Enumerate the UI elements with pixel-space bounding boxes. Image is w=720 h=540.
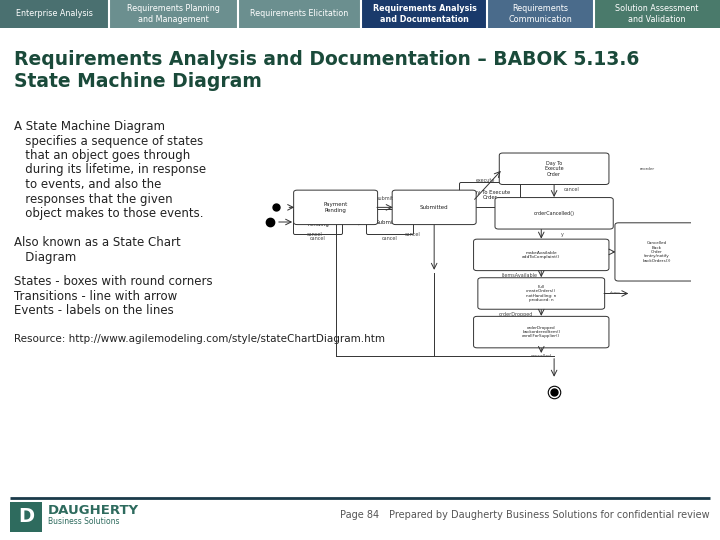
Text: cancel: cancel <box>310 236 326 241</box>
Text: responses that the given: responses that the given <box>14 192 173 206</box>
Text: Submitted: Submitted <box>420 205 449 210</box>
Text: specifies a sequence of states: specifies a sequence of states <box>14 134 203 147</box>
Text: Requirements
Communication: Requirements Communication <box>509 4 572 24</box>
Bar <box>0 0 109 28</box>
Text: Page 84: Page 84 <box>341 510 379 520</box>
Text: Day To Execute
Order: Day To Execute Order <box>470 190 510 200</box>
Text: object makes to those events.: object makes to those events. <box>14 207 204 220</box>
Bar <box>361 0 487 28</box>
Text: DAUGHERTY: DAUGHERTY <box>48 503 139 516</box>
FancyBboxPatch shape <box>366 210 413 234</box>
Text: cancel: cancel <box>306 232 322 237</box>
Text: that an object goes through: that an object goes through <box>14 149 190 162</box>
Text: Day To
Execute
Order: Day To Execute Order <box>544 161 564 177</box>
FancyBboxPatch shape <box>459 183 521 207</box>
Text: A State Machine Diagram: A State Machine Diagram <box>14 120 165 133</box>
Text: cancel: cancel <box>382 236 398 241</box>
Text: submit: submit <box>377 196 393 201</box>
Text: States - boxes with round corners: States - boxes with round corners <box>14 275 212 288</box>
Text: orderDropped
backorderedItem()
enrollForSupplier(): orderDropped backorderedItem() enrollFor… <box>522 326 560 339</box>
Text: itemsAvailable: itemsAvailable <box>502 273 538 278</box>
Bar <box>594 0 720 28</box>
FancyBboxPatch shape <box>294 210 343 234</box>
Text: execute: execute <box>426 196 445 201</box>
Text: cancel: cancel <box>405 232 420 237</box>
Text: cancelled: cancelled <box>531 354 552 358</box>
Text: Enterprise Analysis: Enterprise Analysis <box>17 10 93 18</box>
Text: show: show <box>610 292 621 295</box>
Bar <box>109 0 238 28</box>
FancyBboxPatch shape <box>392 190 476 225</box>
FancyBboxPatch shape <box>294 190 377 225</box>
FancyBboxPatch shape <box>495 198 613 229</box>
Text: Business Solutions: Business Solutions <box>48 517 120 526</box>
FancyBboxPatch shape <box>474 316 609 348</box>
Text: Requirements Planning
and Management: Requirements Planning and Management <box>127 4 220 24</box>
Text: during its lifetime, in response: during its lifetime, in response <box>14 164 206 177</box>
FancyBboxPatch shape <box>499 153 609 185</box>
Text: Events - labels on the lines: Events - labels on the lines <box>14 304 174 317</box>
Text: reorder: reorder <box>640 167 655 171</box>
Text: Diagram: Diagram <box>14 251 76 264</box>
Text: cancel: cancel <box>563 187 579 192</box>
Bar <box>487 0 594 28</box>
Bar <box>238 0 361 28</box>
Text: Transitions - line with arrow: Transitions - line with arrow <box>14 289 177 302</box>
Text: D: D <box>18 508 34 526</box>
Text: orderCancelled(): orderCancelled() <box>534 211 575 216</box>
FancyBboxPatch shape <box>615 223 699 281</box>
Text: Cancelled
Back
Order
(entry/notify
backOrders()): Cancelled Back Order (entry/notify backO… <box>643 241 671 262</box>
Text: State Machine Diagram: State Machine Diagram <box>14 72 262 91</box>
Text: Requirements Analysis
and Documentation: Requirements Analysis and Documentation <box>372 4 477 24</box>
Text: Payment
Pending: Payment Pending <box>306 217 330 227</box>
Text: Full
createOrders()
notHandling: n
produced: n: Full createOrders() notHandling: n produ… <box>526 285 557 302</box>
Text: submit: submit <box>346 213 363 218</box>
Text: Requirements Analysis and Documentation – BABOK 5.13.6: Requirements Analysis and Documentation … <box>14 50 639 69</box>
Text: makeAvailable
addToComplaint(): makeAvailable addToComplaint() <box>522 251 560 259</box>
Text: Requirements Elicitation: Requirements Elicitation <box>251 10 348 18</box>
Text: Solution Assessment
and Validation: Solution Assessment and Validation <box>616 4 698 24</box>
Bar <box>10 502 42 532</box>
Text: Prepared by Daugherty Business Solutions for confidential review: Prepared by Daugherty Business Solutions… <box>390 510 710 520</box>
Text: Resource: http://www.agilemodeling.com/style/stateChartDiagram.htm: Resource: http://www.agilemodeling.com/s… <box>14 334 385 345</box>
FancyBboxPatch shape <box>474 239 609 271</box>
Text: orderDropped: orderDropped <box>498 312 533 317</box>
Text: Payment
Pending: Payment Pending <box>323 202 348 213</box>
Text: to events, and also the: to events, and also the <box>14 178 161 191</box>
Text: Submitted: Submitted <box>376 219 405 225</box>
FancyBboxPatch shape <box>478 278 605 309</box>
Text: Also known as a State Chart: Also known as a State Chart <box>14 236 181 249</box>
Text: execute: execute <box>476 178 495 183</box>
Text: y: y <box>562 232 564 237</box>
